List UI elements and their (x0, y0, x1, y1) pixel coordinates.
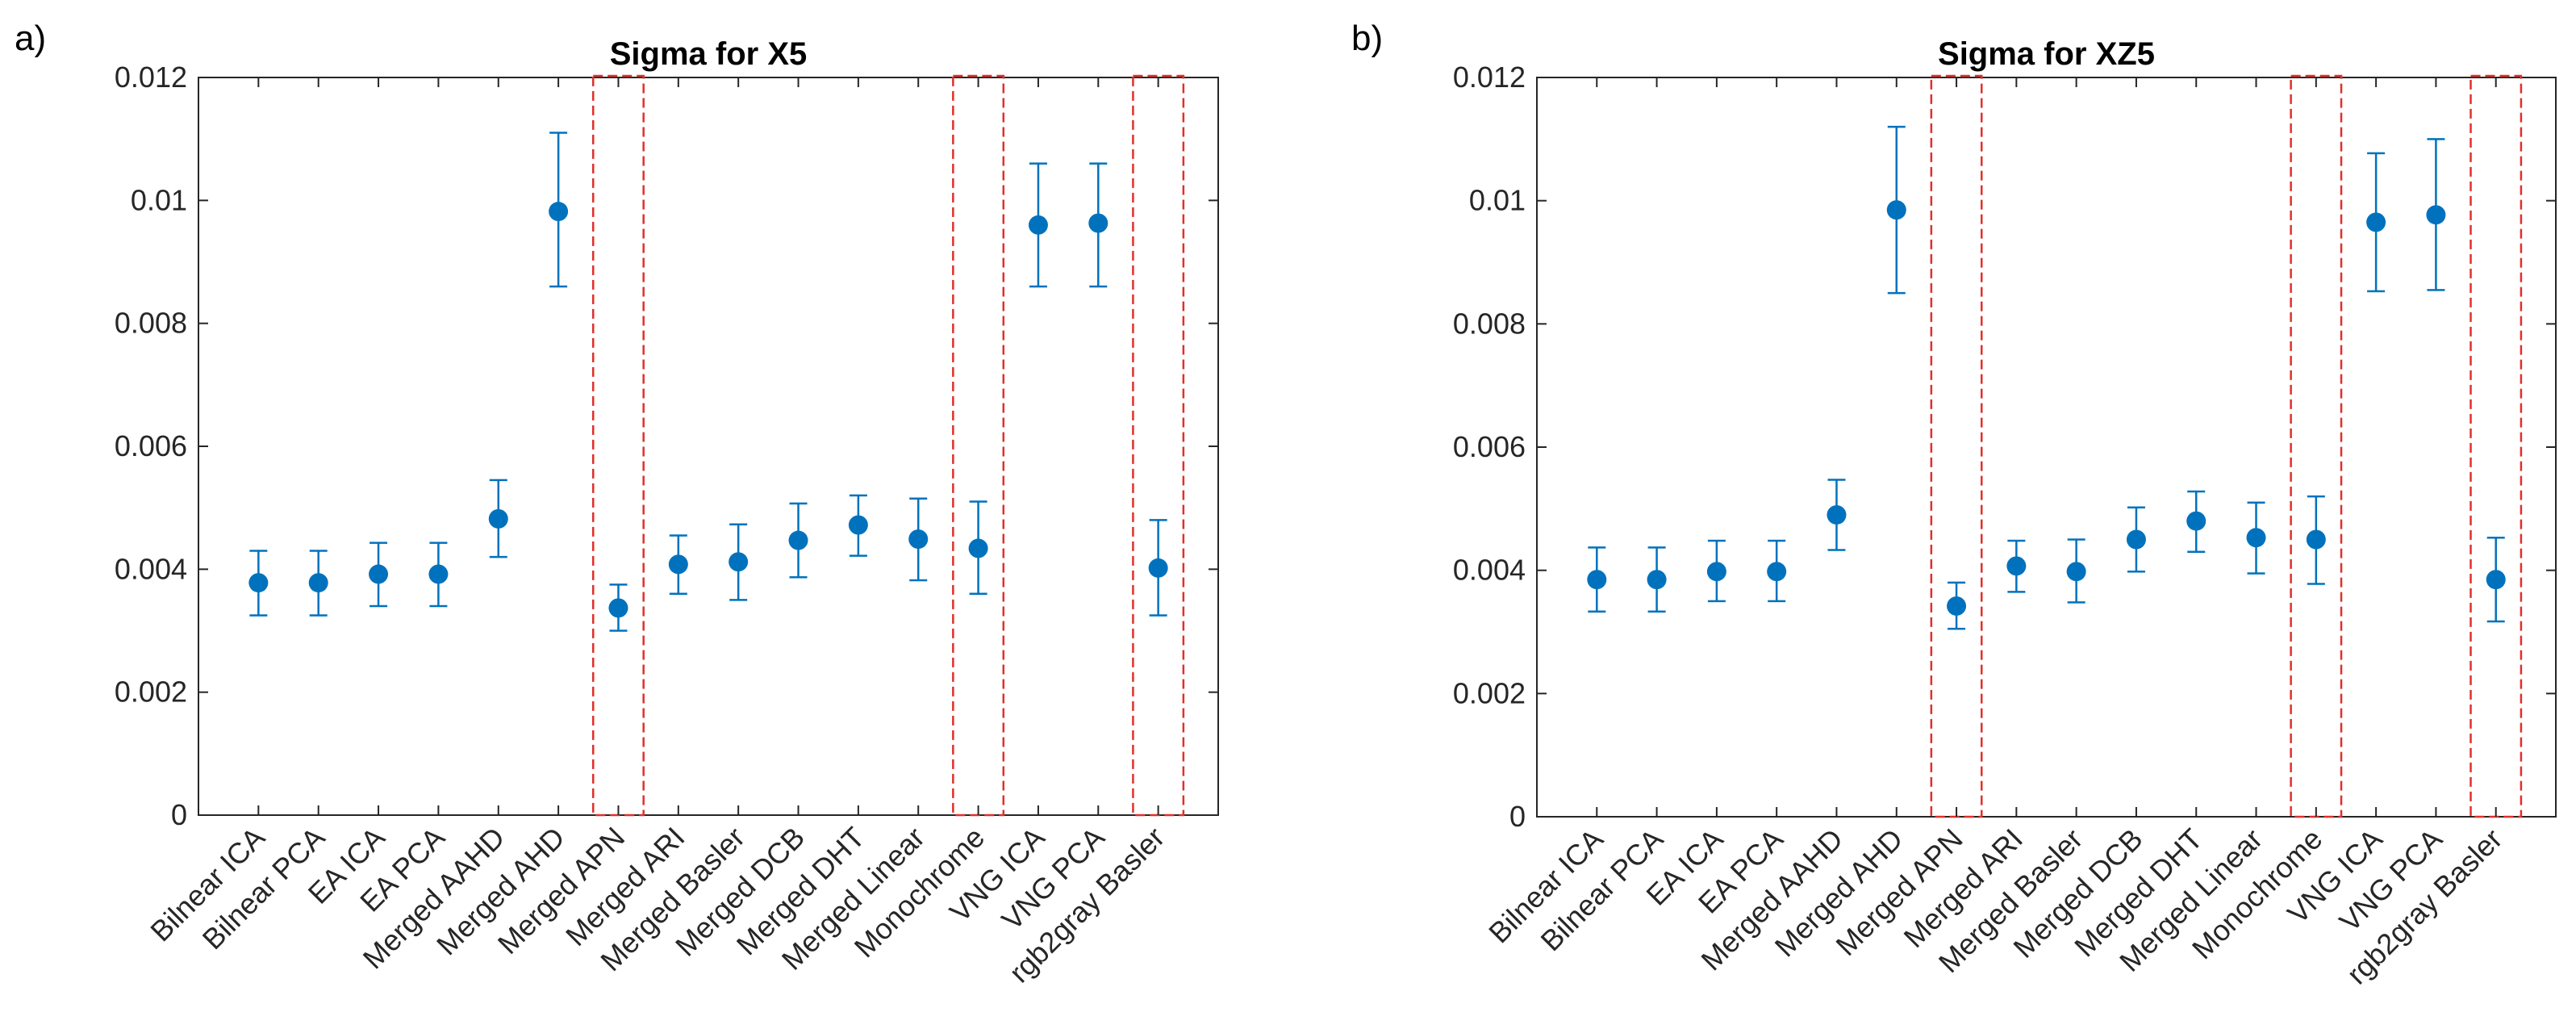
data-point (608, 598, 628, 618)
panel-label: a) (15, 19, 46, 58)
y-tick-label: 0.002 (115, 676, 187, 709)
panel-label: b) (1351, 19, 1383, 58)
y-tick-label: 0.006 (115, 429, 187, 462)
data-point (668, 554, 688, 575)
y-tick-label: 0.002 (1453, 676, 1526, 709)
data-point (2426, 205, 2446, 225)
y-tick-label: 0.012 (115, 61, 187, 94)
data-point (1767, 562, 1787, 582)
highlight-box (952, 74, 1005, 817)
chart-title: Sigma for X5 (610, 36, 808, 72)
chart-panel-a: a) Sigma for X5 0 0.002 0.004 0.006 0.008 0.01 0… (15, 19, 1219, 989)
y-tick-label: 0.006 (1453, 430, 1526, 463)
data-point (248, 573, 269, 593)
highlight-box (2290, 74, 2343, 818)
data-point (1088, 213, 1108, 233)
y-tick-label: 0 (1509, 800, 1526, 833)
y-tick-label: 0.01 (131, 183, 187, 216)
data-point (308, 573, 328, 593)
y-tick-label: 0.008 (1453, 307, 1526, 340)
data-point (1886, 200, 1906, 220)
data-point (369, 564, 389, 584)
data-point (908, 529, 929, 550)
data-point (549, 202, 569, 222)
y-tick-label: 0.01 (1469, 184, 1526, 217)
chart-title: Sigma for XZ5 (1938, 36, 2155, 72)
data-point (1587, 570, 1607, 590)
data-point (968, 538, 988, 558)
highlight-box (2470, 74, 2523, 818)
y-tick-label: 0.012 (1453, 61, 1526, 94)
y-tick-label: 0.004 (115, 552, 187, 585)
data-point (1706, 562, 1726, 582)
data-point (2306, 529, 2326, 550)
data-point (2186, 511, 2207, 531)
y-tick-label: 0 (171, 798, 187, 831)
plot-area-frame (198, 77, 1219, 816)
data-point (729, 552, 749, 572)
highlight-box (1930, 74, 1983, 818)
data-point (2366, 212, 2386, 232)
data-point (2246, 528, 2266, 548)
data-point (2006, 556, 2027, 576)
data-point (788, 530, 808, 550)
data-point (1947, 596, 1967, 616)
data-point (488, 508, 508, 529)
highlight-box (1132, 74, 1185, 817)
plot-area-frame (1536, 77, 2557, 818)
highlight-box (591, 74, 645, 817)
data-point (1647, 570, 1667, 590)
data-point (2486, 570, 2506, 590)
data-point (1827, 504, 1847, 525)
data-point (2066, 562, 2086, 582)
data-point (428, 564, 449, 584)
data-point (2126, 529, 2146, 550)
data-point (1028, 215, 1048, 235)
y-tick-label: 0.004 (1453, 554, 1526, 587)
chart-panel-b: b) Sigma for XZ5 0 0.002 0.004 0.006 0.008 0.01… (1351, 19, 2557, 990)
data-point (848, 515, 868, 535)
y-tick-label: 0.008 (115, 307, 187, 340)
data-point (1148, 558, 1168, 578)
